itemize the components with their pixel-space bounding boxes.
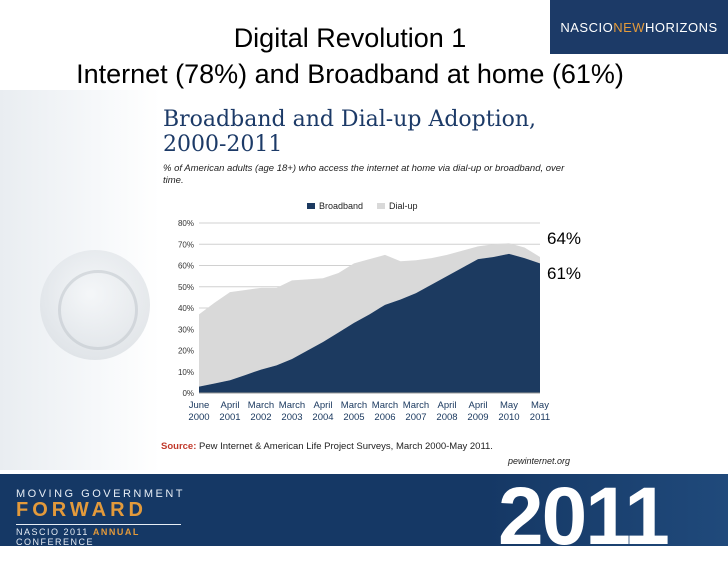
- footer-banner: MOVING GOVERNMENT FORWARD NASCIO 2011 AN…: [0, 474, 728, 547]
- annotation-61: 61%: [547, 264, 582, 283]
- x-tick-label-month: March: [248, 400, 274, 411]
- series-broadband-area: [199, 253, 540, 393]
- footer-conf-a: NASCIO 2011: [16, 527, 93, 537]
- x-tick-label-month: May: [500, 400, 518, 411]
- adoption-area-chart: 0%10%20%30%40%50%60%70%80%June2000April2…: [178, 219, 550, 423]
- legend-swatch-dialup: [377, 203, 386, 209]
- footer-conf-c: CONFERENCE: [16, 537, 95, 547]
- x-tick-label-year: 2005: [343, 412, 364, 423]
- chart-subtitle: % of American adults (age 18+) who acces…: [163, 163, 565, 186]
- chart-card: Broadband and Dial-up Adoption, 2000-201…: [157, 105, 578, 466]
- footer-year: 2011: [498, 471, 670, 562]
- y-tick-label: 60%: [178, 262, 194, 271]
- y-tick-label: 20%: [178, 347, 194, 356]
- footer-line1: MOVING GOVERNMENT: [16, 488, 186, 500]
- x-tick-label-year: 2007: [405, 412, 426, 423]
- footer-line2: FORWARD: [16, 499, 147, 521]
- logo-part-nascio: NASCIO: [560, 19, 614, 35]
- x-tick-label-year: 2009: [467, 412, 488, 423]
- chart-title-line2: 2000-2011: [163, 132, 283, 157]
- x-tick-label-year: 2000: [188, 412, 209, 423]
- chart-legend: Broadband Dial-up: [307, 201, 418, 211]
- source-label: Source:: [161, 441, 197, 452]
- x-tick-label-month: April: [220, 400, 239, 411]
- footer-line3: NASCIO 2011 ANNUAL CONFERENCE: [16, 524, 181, 547]
- y-tick-label: 70%: [178, 240, 194, 249]
- x-tick-label-month: June: [189, 400, 210, 411]
- x-tick-label-month: April: [437, 400, 456, 411]
- chart-source: Source: Pew Internet & American Life Pro…: [161, 441, 493, 452]
- x-tick-label-year: 2008: [436, 412, 457, 423]
- x-tick-label-month: March: [403, 400, 429, 411]
- footer-conf-b: ANNUAL: [92, 527, 140, 537]
- legend-label-broadband: Broadband: [319, 201, 364, 211]
- slide-title-line2: Internet (78%) and Broadband at home (61…: [76, 59, 624, 89]
- x-tick-label-year: 2004: [312, 412, 333, 423]
- x-tick-label-month: March: [279, 400, 305, 411]
- y-tick-label: 40%: [178, 304, 194, 313]
- y-tick-label: 80%: [178, 219, 194, 228]
- x-tick-label-month: May: [531, 400, 549, 411]
- chart-title-line1: Broadband and Dial-up Adoption,: [163, 107, 537, 132]
- logo-part-new: NEW: [613, 19, 646, 35]
- x-tick-label-year: 2002: [250, 412, 271, 423]
- x-tick-label-month: March: [341, 400, 367, 411]
- x-tick-label-month: April: [468, 400, 487, 411]
- slide-title-line1: Digital Revolution 1: [233, 23, 467, 53]
- nascio-logo: NASCIO NEW HORIZONS: [550, 0, 728, 54]
- legend-label-dialup: Dial-up: [389, 201, 418, 211]
- y-tick-label: 10%: [178, 368, 194, 377]
- y-tick-label: 30%: [178, 325, 194, 334]
- chart-credit: pewinternet.org: [507, 456, 570, 466]
- logo-part-horizons: HORIZONS: [645, 19, 718, 35]
- y-tick-label: 50%: [178, 283, 194, 292]
- annotation-64: 64%: [547, 229, 582, 248]
- compass-ring: [58, 270, 138, 350]
- x-tick-label-month: March: [372, 400, 398, 411]
- x-tick-label-year: 2010: [498, 412, 519, 423]
- x-tick-label-year: 2001: [219, 412, 240, 423]
- series-dialup-area: [199, 243, 540, 387]
- chart-title: Broadband and Dial-up Adoption, 2000-201…: [163, 107, 536, 157]
- x-tick-label-year: 2011: [530, 412, 550, 423]
- y-tick-label: 0%: [182, 389, 194, 398]
- x-tick-label-year: 2003: [281, 412, 302, 423]
- source-text: Pew Internet & American Life Project Sur…: [196, 441, 493, 452]
- slide-title: Digital Revolution 1 Internet (78%) and …: [0, 20, 700, 92]
- footer-pattern: [488, 474, 728, 546]
- x-tick-label-month: April: [313, 400, 332, 411]
- x-tick-label-year: 2006: [374, 412, 395, 423]
- legend-swatch-broadband: [307, 203, 315, 209]
